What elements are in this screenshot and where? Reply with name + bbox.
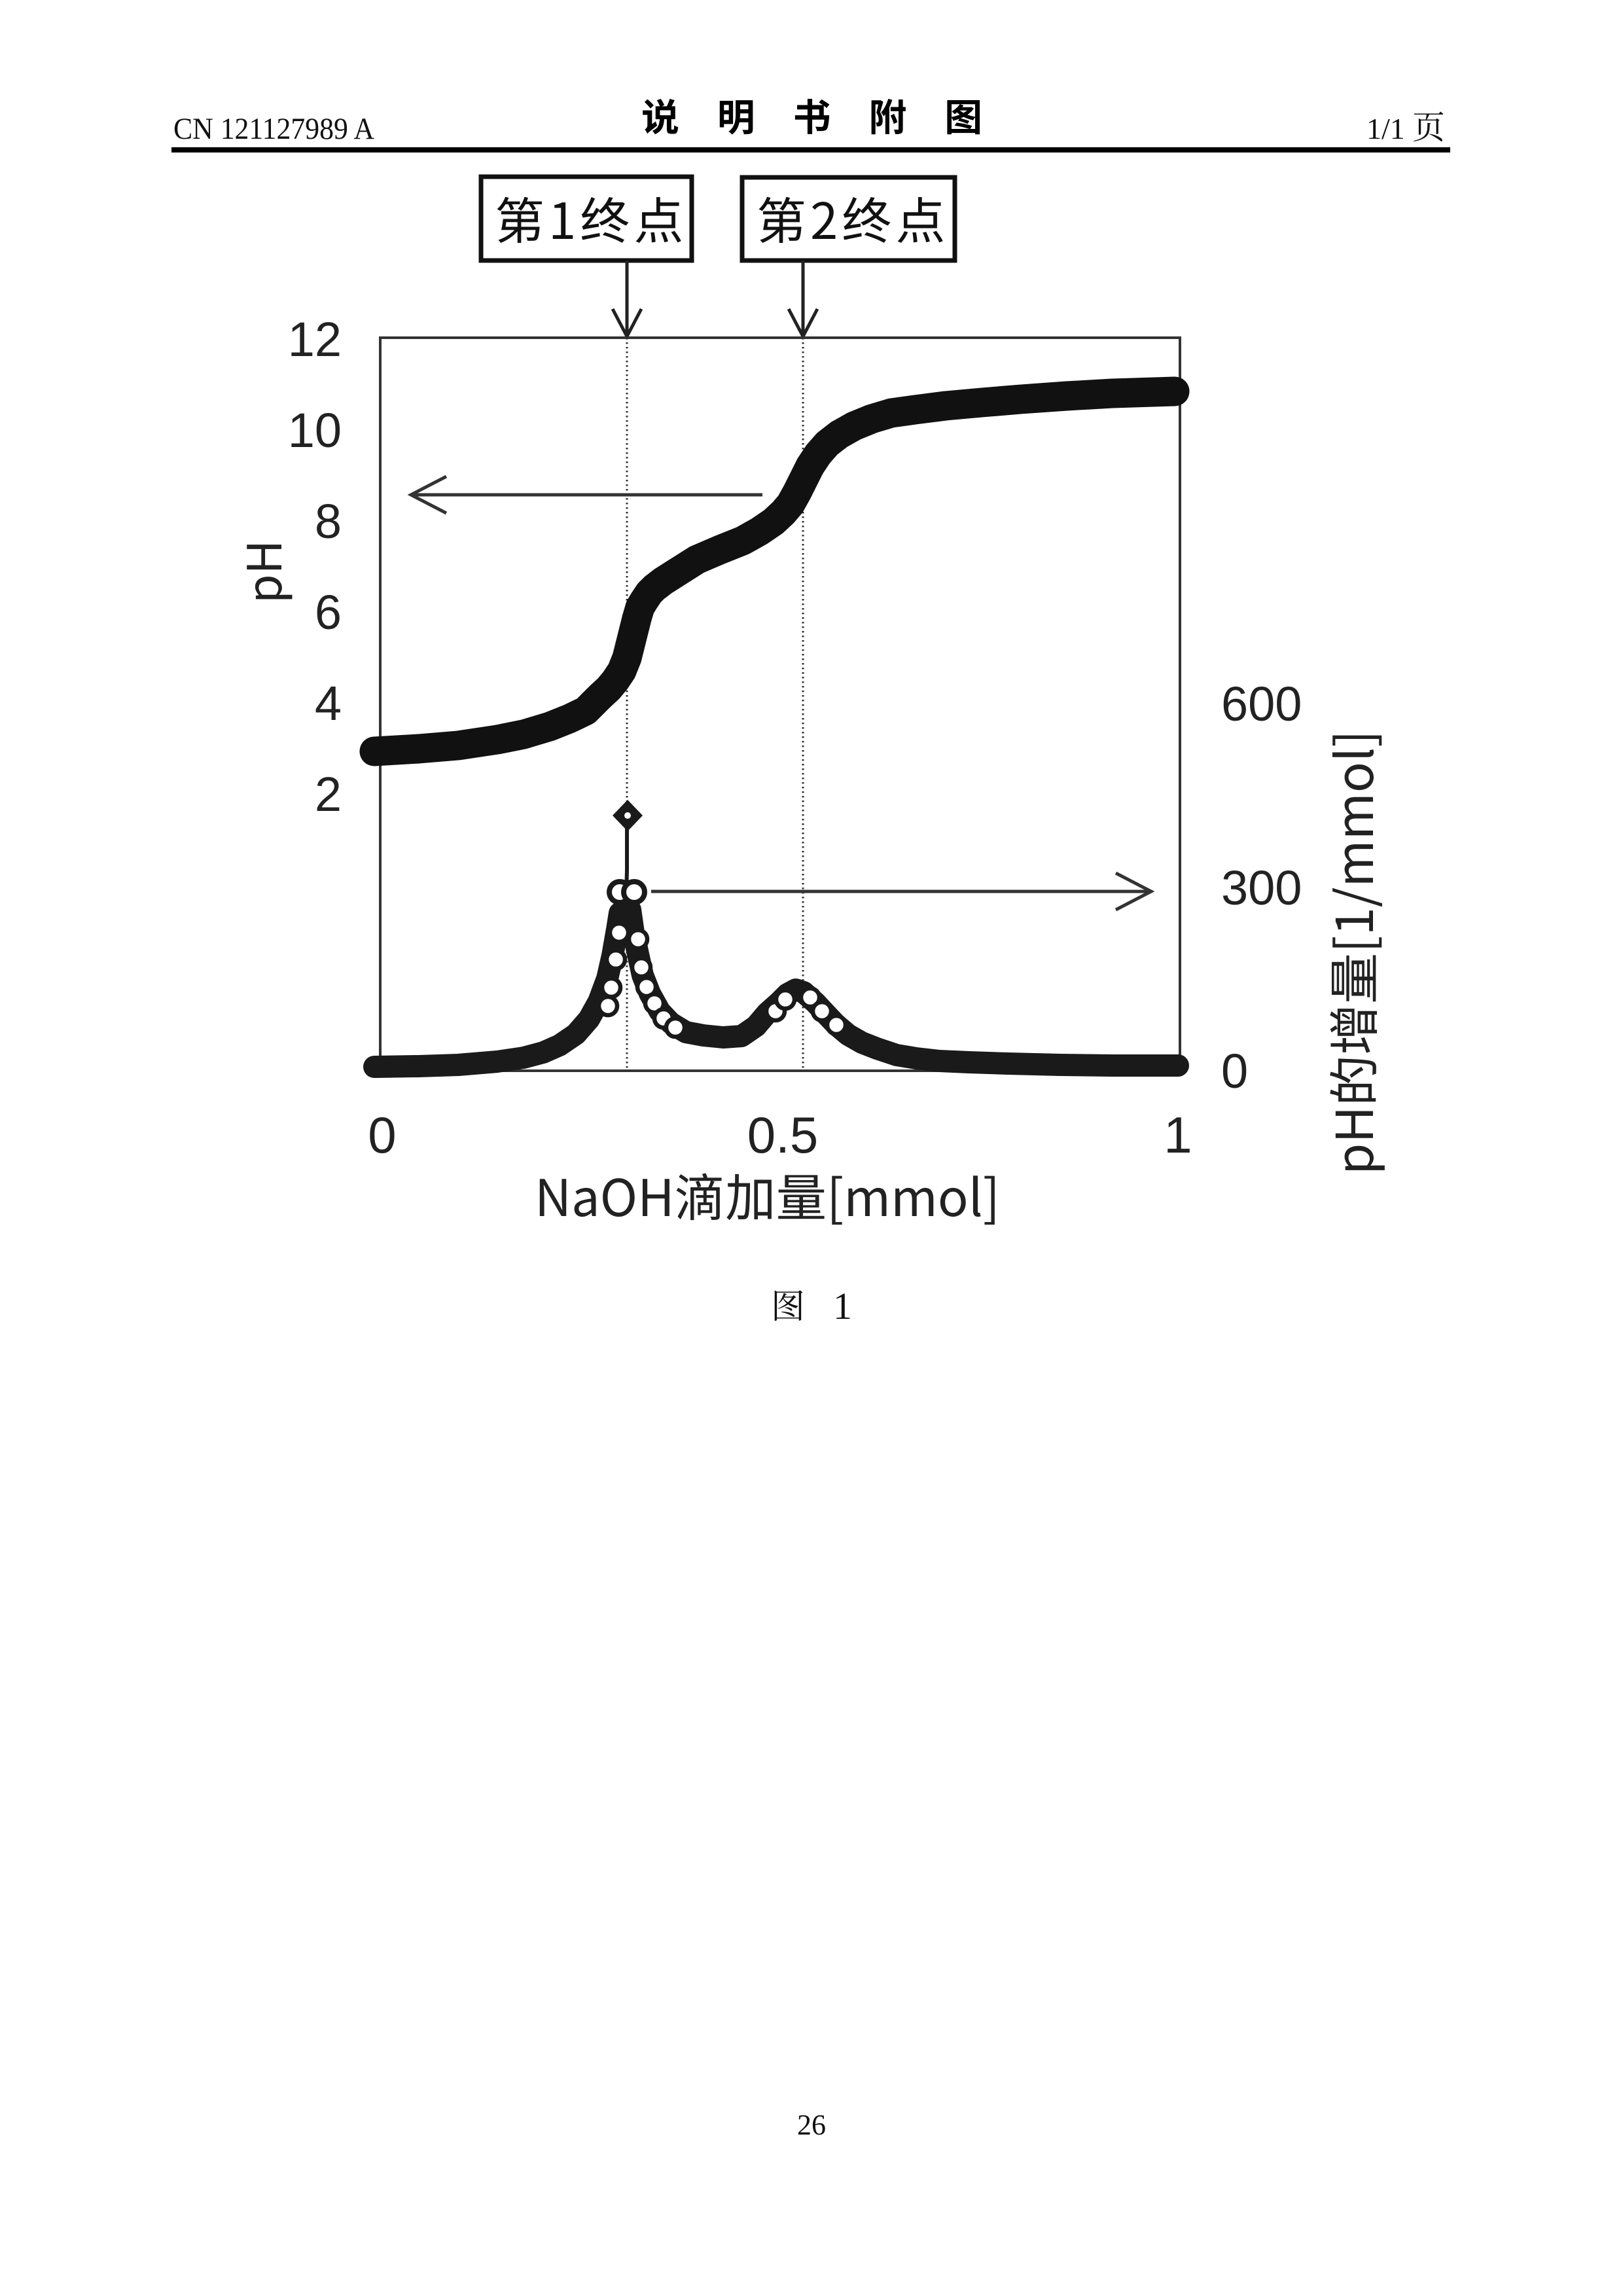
svg-text:0: 0: [1221, 1044, 1248, 1098]
svg-text:8: 8: [315, 494, 342, 548]
svg-text:600: 600: [1221, 677, 1302, 731]
svg-text:1/1: 1/1: [1366, 112, 1405, 145]
svg-text:300: 300: [1221, 861, 1302, 915]
svg-text:1: 1: [1164, 1106, 1192, 1164]
svg-text:6: 6: [315, 585, 342, 639]
svg-text:2: 2: [315, 767, 342, 821]
svg-text:1: 1: [833, 1285, 852, 1327]
svg-text:0: 0: [368, 1106, 396, 1164]
svg-text:0.5: 0.5: [747, 1106, 818, 1164]
svg-text:CN 121127989 A: CN 121127989 A: [173, 112, 374, 146]
svg-text:4: 4: [315, 676, 342, 730]
svg-text:10: 10: [288, 403, 342, 457]
svg-text:26: 26: [797, 2109, 826, 2141]
svg-text:12: 12: [288, 312, 342, 367]
